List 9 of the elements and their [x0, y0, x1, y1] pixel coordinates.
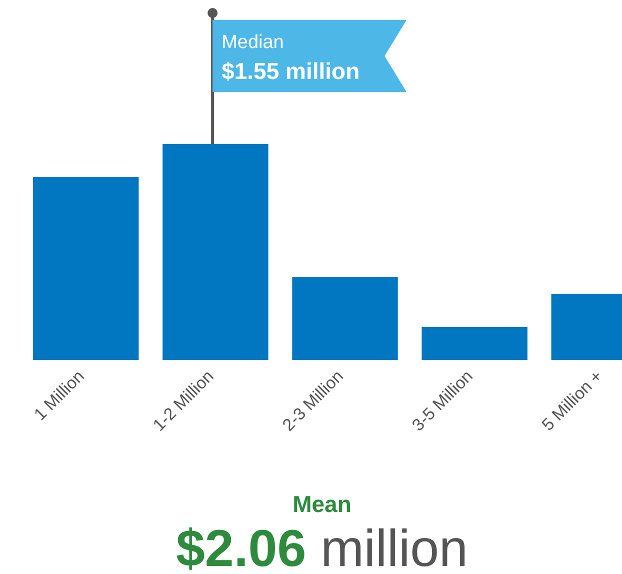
text: $1.55 million [222, 58, 360, 84]
bar [33, 177, 139, 360]
bar [162, 144, 268, 360]
bar [292, 277, 398, 360]
text: Mean [292, 491, 352, 517]
text: million [306, 520, 468, 574]
text: Median [222, 32, 284, 53]
text: $2.06 [176, 520, 306, 574]
bar [422, 326, 528, 360]
